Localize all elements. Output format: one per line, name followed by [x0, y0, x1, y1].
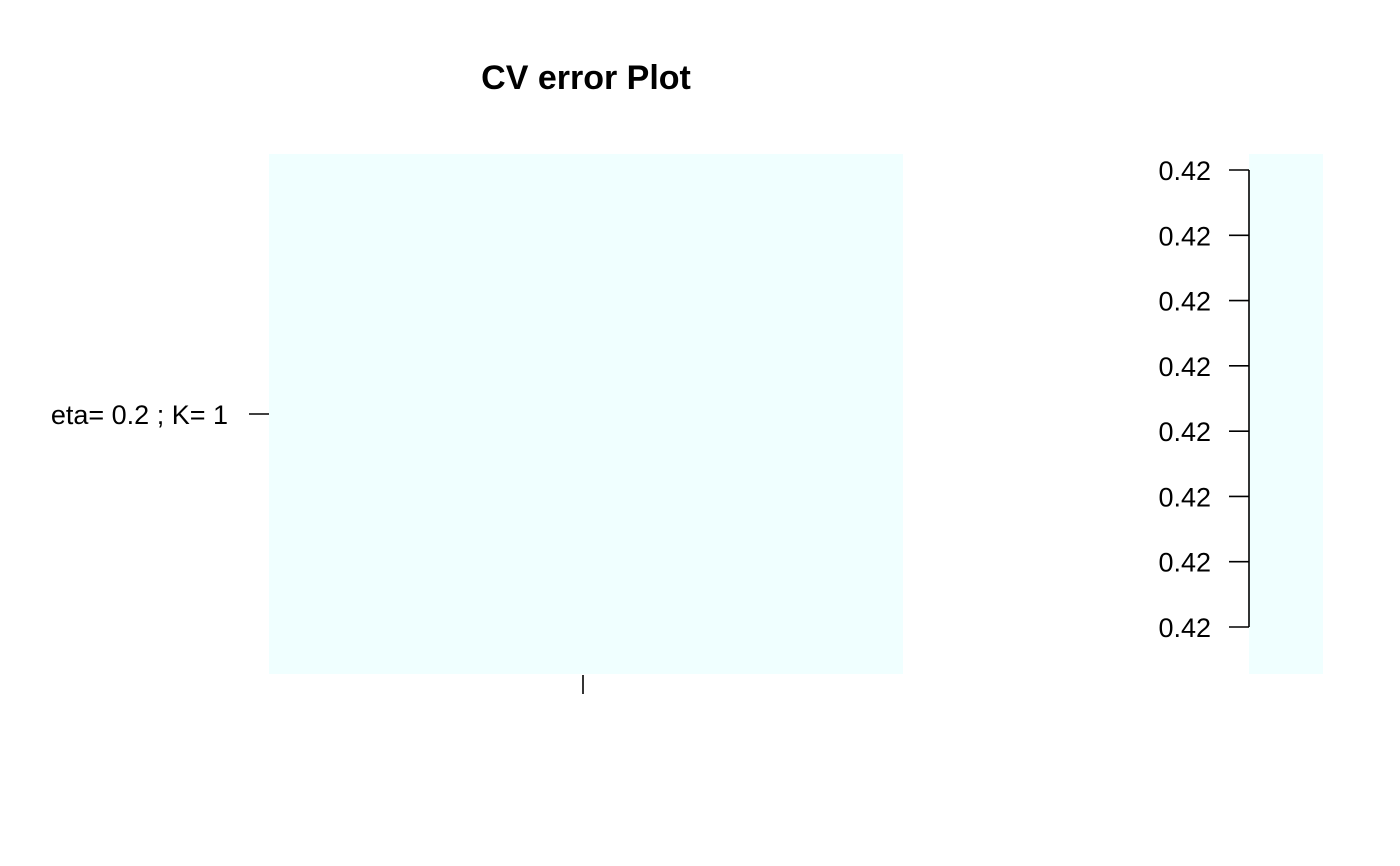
colorbar: 0.42 0.42 0.42 0.42 0.42 0.42 0.42 0.42 [1158, 154, 1323, 674]
colorbar-swatch [1249, 154, 1323, 674]
colorbar-tick-label: 0.42 [1158, 221, 1211, 251]
heatmap-panel [269, 154, 903, 674]
chart-title: CV error Plot [481, 59, 691, 97]
colorbar-tick-label: 0.42 [1158, 548, 1211, 578]
colorbar-tick-label: 0.42 [1158, 417, 1211, 447]
colorbar-tick-label: 0.42 [1158, 613, 1211, 643]
colorbar-tick-label: 0.42 [1158, 287, 1211, 317]
colorbar-tick-label: 0.42 [1158, 352, 1211, 382]
heatmap-cell [269, 154, 903, 674]
y-tick-label: eta= 0.2 ; K= 1 [51, 400, 228, 430]
colorbar-tick-label: 0.42 [1158, 482, 1211, 512]
y-axis: eta= 0.2 ; K= 1 [51, 400, 269, 430]
colorbar-tick-label: 0.42 [1158, 156, 1211, 186]
